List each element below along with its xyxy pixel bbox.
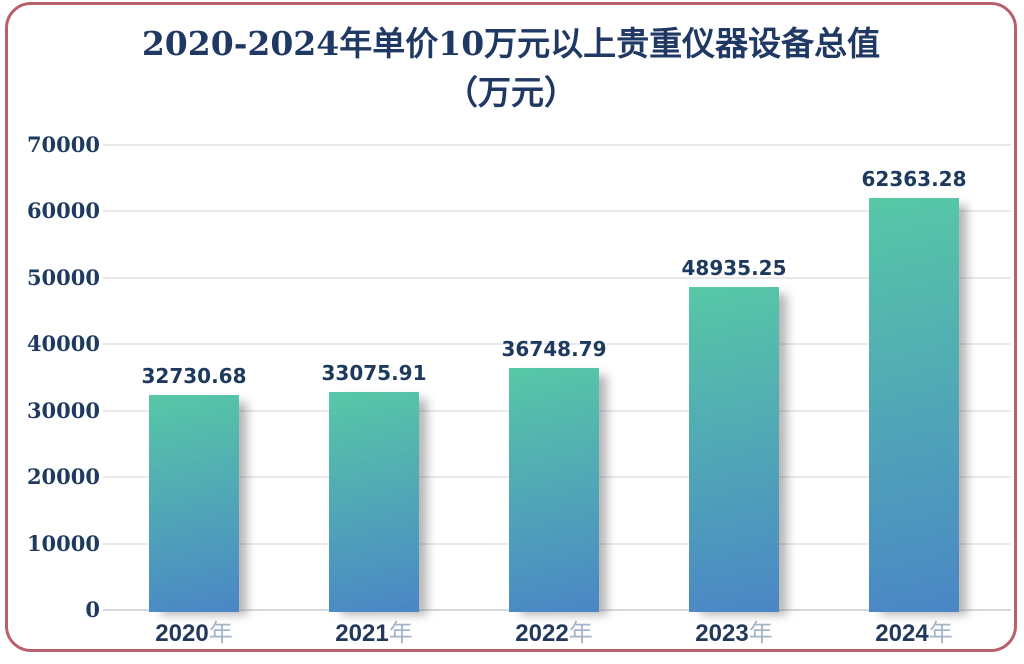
gridline bbox=[103, 276, 1011, 279]
chart-title-block: 2020-2024年单价10万元以上贵重仪器设备总值 （万元） bbox=[8, 19, 1014, 117]
gridline bbox=[103, 144, 1011, 146]
chart-card: 2020-2024年单价10万元以上贵重仪器设备总值 （万元） 0 10000 20… bbox=[5, 2, 1017, 652]
x-tick-2021: 2021年 bbox=[284, 618, 464, 650]
bar-2022[interactable]: 36748.79 bbox=[501, 337, 607, 612]
y-tick-label: 20000 bbox=[26, 464, 100, 490]
x-tick-year-suffix: 年 bbox=[748, 620, 773, 647]
bar-value-label: 32730.68 bbox=[141, 363, 247, 388]
bar-value-label: 62363.28 bbox=[861, 166, 967, 191]
x-tick-2023: 2023年 bbox=[644, 618, 824, 650]
x-tick-2024: 2024年 bbox=[824, 618, 1004, 650]
chart-subtitle: （万元） bbox=[445, 73, 577, 112]
gridline bbox=[103, 343, 1011, 346]
y-tick-label: 0 bbox=[85, 597, 100, 622]
x-axis-labels: 2020年 2021年 2022年 2023年 2024年 bbox=[104, 618, 1004, 650]
bar-2024[interactable]: 62363.28 bbox=[861, 167, 967, 612]
bar-column-2022: 36748.79 bbox=[464, 147, 644, 612]
bar-column-2021: 33075.91 bbox=[284, 147, 464, 612]
bar-column-2020: 32730.68 bbox=[104, 147, 284, 612]
bar-value-label: 36748.79 bbox=[501, 336, 607, 361]
x-tick-year: 2020 bbox=[155, 620, 209, 647]
x-tick-2020: 2020年 bbox=[104, 618, 284, 650]
x-tick-year-suffix: 年 bbox=[208, 620, 233, 647]
bar-2020[interactable]: 32730.68 bbox=[141, 364, 247, 612]
x-tick-year: 2024 bbox=[875, 620, 929, 647]
chart-title: 2020-2024年单价10万元以上贵重仪器设备总值 bbox=[141, 24, 881, 63]
x-tick-year-suffix: 年 bbox=[568, 620, 593, 647]
bar-2021[interactable]: 33075.91 bbox=[321, 361, 427, 612]
y-tick-label: 40000 bbox=[26, 331, 100, 357]
x-tick-year: 2021 bbox=[335, 620, 389, 647]
x-tick-year-suffix: 年 bbox=[388, 620, 413, 647]
bar-value-label: 33075.91 bbox=[321, 361, 427, 386]
bar-value-label: 48935.25 bbox=[681, 255, 787, 280]
y-tick-label: 70000 bbox=[26, 132, 100, 157]
x-tick-year: 2022 bbox=[515, 620, 569, 647]
y-tick-label: 10000 bbox=[26, 530, 100, 556]
y-tick-label: 60000 bbox=[26, 198, 100, 224]
x-tick-year-suffix: 年 bbox=[928, 620, 953, 647]
bar-column-2023: 48935.25 bbox=[644, 147, 824, 612]
y-tick-label: 30000 bbox=[26, 397, 100, 423]
x-tick-2022: 2022年 bbox=[464, 618, 644, 650]
x-tick-year: 2023 bbox=[695, 620, 749, 647]
bars-area: 32730.68 33075.91 36748.79 48935.25 62363.28 bbox=[104, 147, 1004, 612]
bar-2023[interactable]: 48935.25 bbox=[681, 256, 787, 612]
y-tick-label: 50000 bbox=[26, 264, 100, 290]
gridline bbox=[103, 210, 1011, 213]
bar-column-2024: 62363.28 bbox=[824, 147, 1004, 612]
